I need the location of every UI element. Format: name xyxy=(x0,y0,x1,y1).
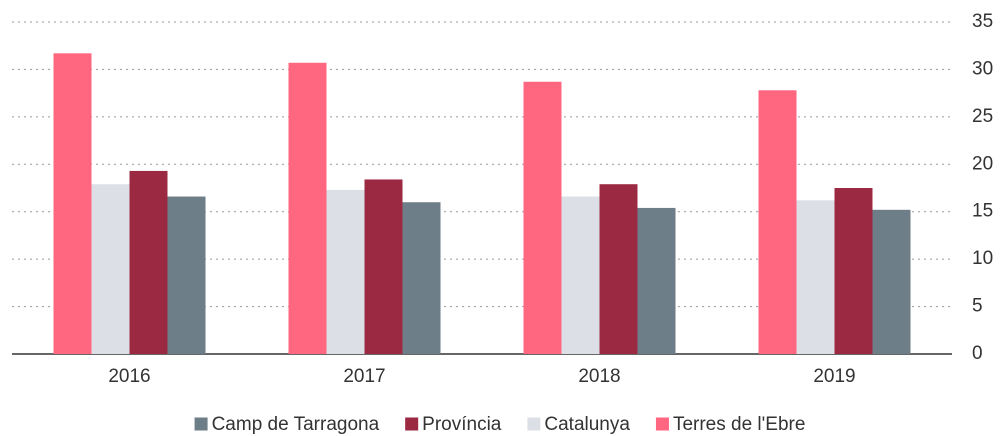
legend-swatch xyxy=(405,417,419,431)
bar xyxy=(288,62,327,354)
x-tick-label: 2018 xyxy=(578,366,620,387)
bar xyxy=(758,90,797,354)
y-tick-label: 10 xyxy=(972,248,993,269)
x-tick-label: 2019 xyxy=(813,366,855,387)
bar xyxy=(402,202,441,354)
legend-swatch xyxy=(655,417,669,431)
bar xyxy=(599,184,638,354)
bar xyxy=(834,188,873,354)
bar xyxy=(167,196,206,354)
legend-swatch xyxy=(527,417,541,431)
y-tick-label: 15 xyxy=(972,201,993,222)
y-tick-label: 20 xyxy=(972,153,993,174)
y-tick-label: 25 xyxy=(972,106,993,127)
legend-swatch xyxy=(194,417,208,431)
y-tick-label: 35 xyxy=(972,11,993,32)
bar xyxy=(561,196,600,354)
legend-label: Terres de l'Ebre xyxy=(673,414,805,435)
y-tick-label: 0 xyxy=(972,343,983,364)
bar xyxy=(91,184,130,354)
bar xyxy=(637,207,676,354)
bar xyxy=(364,179,403,354)
bar xyxy=(523,81,562,354)
legend-item: Terres de l'Ebre xyxy=(655,414,805,435)
legend-item: Catalunya xyxy=(527,414,630,435)
bar xyxy=(796,200,835,354)
legend-label: Camp de Tarragona xyxy=(212,414,380,435)
legend-item: Província xyxy=(405,414,502,435)
legend-label: Província xyxy=(422,414,502,435)
x-tick-label: 2017 xyxy=(343,366,385,387)
bar xyxy=(129,170,168,354)
bar xyxy=(326,189,365,354)
bar xyxy=(53,53,92,354)
y-tick-label: 5 xyxy=(972,296,983,317)
legend-label: Catalunya xyxy=(544,414,630,435)
bar xyxy=(872,209,911,354)
y-tick-label: 30 xyxy=(972,58,993,79)
legend-item: Camp de Tarragona xyxy=(194,414,380,435)
x-tick-label: 2016 xyxy=(108,366,150,387)
